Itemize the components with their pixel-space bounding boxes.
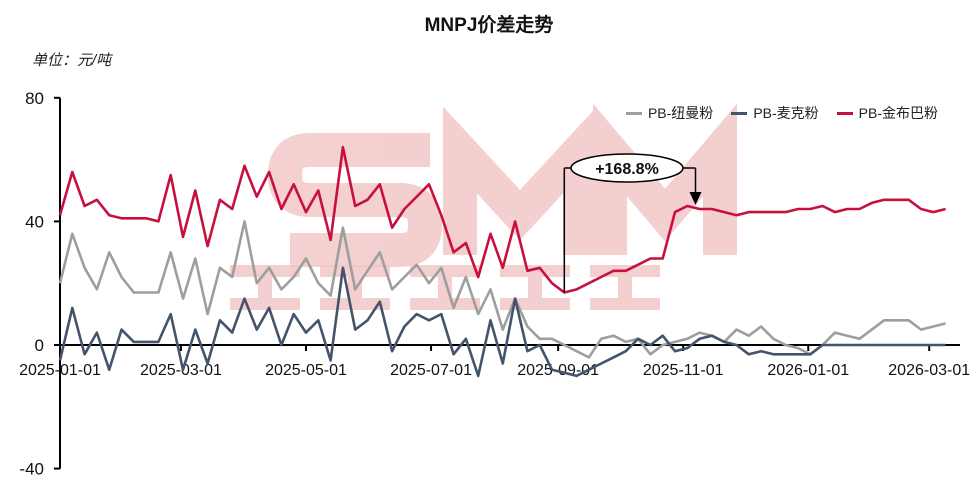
x-tick-label: 2026-03-01 — [888, 362, 970, 379]
legend-label: PB-金布巴粉 — [858, 105, 938, 121]
legend-swatch — [625, 111, 642, 115]
watermark-glyph-stroke — [590, 298, 660, 310]
series-line-1 — [58, 266, 946, 378]
x-tick-label: 2025-07-01 — [390, 362, 472, 379]
annotation-arrow-icon — [689, 192, 702, 205]
x-tick-label: 2026-01-01 — [767, 362, 849, 379]
y-tick-label: 40 — [25, 212, 44, 231]
legend-swatch — [836, 111, 853, 115]
watermark-letter-s — [267, 133, 443, 267]
legend: PB-纽曼粉 PB-麦克粉 PB-金布巴粉 — [625, 103, 938, 123]
x-tick-label: 2025-05-01 — [265, 362, 347, 379]
y-tick-label: 0 — [35, 336, 44, 355]
y-tick-label: 80 — [25, 89, 44, 108]
annotation-ellipse — [570, 153, 684, 183]
legend-item-jimblebar: PB-金布巴粉 — [836, 103, 938, 123]
legend-label: PB-纽曼粉 — [647, 105, 714, 121]
series-line-2 — [58, 145, 946, 294]
legend-item-newman: PB-纽曼粉 — [625, 103, 714, 123]
watermark-letter-m — [593, 103, 737, 255]
legend-item-mac: PB-麦克粉 — [731, 103, 819, 123]
x-tick-label: 2025-03-01 — [140, 362, 222, 379]
annotation-label: +168.8% — [595, 161, 659, 178]
x-tick-label: 2025-11-01 — [643, 362, 724, 379]
legend-swatch — [731, 111, 748, 115]
watermark-glyph-stroke — [410, 298, 480, 310]
legend-label: PB-麦克粉 — [753, 105, 819, 121]
watermark-chinese — [230, 265, 660, 310]
unit-label: 单位：元/吨 — [32, 52, 112, 69]
watermark-letter-m — [443, 106, 597, 255]
x-tick-label: 2025-01-01 — [19, 362, 101, 379]
y-tick-label: -40 — [19, 460, 44, 479]
series-line-0 — [58, 220, 946, 359]
chart-title: MNPJ价差走势 — [424, 15, 554, 36]
